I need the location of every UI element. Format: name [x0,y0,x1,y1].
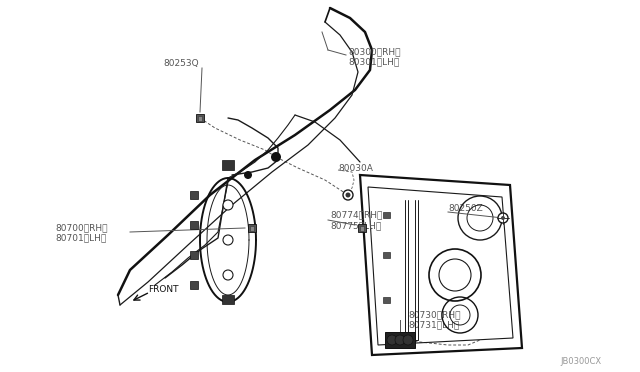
Text: 80030A: 80030A [338,164,373,173]
Text: 80731〈LH〉: 80731〈LH〉 [408,321,460,330]
Bar [385,332,415,348]
Text: 80774〈RH〉: 80774〈RH〉 [330,211,382,219]
Circle shape [223,235,233,245]
Text: 80701〈LH〉: 80701〈LH〉 [55,234,106,243]
Circle shape [223,200,233,210]
Bar [222,160,234,170]
Bar [190,191,198,199]
Polygon shape [358,224,366,232]
Circle shape [271,152,281,162]
Text: 80730〈RH〉: 80730〈RH〉 [408,311,461,320]
Polygon shape [248,224,256,232]
Text: 80300〈RH〉: 80300〈RH〉 [348,48,401,57]
Text: 80253Q: 80253Q [163,58,198,67]
Circle shape [343,190,353,200]
Bar [198,116,202,121]
Bar [383,212,390,218]
Text: FRONT: FRONT [148,285,179,295]
Circle shape [395,335,405,345]
Circle shape [403,335,413,345]
Circle shape [244,171,252,179]
Bar [383,252,390,258]
Circle shape [346,192,351,198]
Bar [190,221,198,229]
Text: 80700〈RH〉: 80700〈RH〉 [55,224,108,232]
Text: 80775〈LH〉: 80775〈LH〉 [330,221,381,231]
Polygon shape [196,114,204,122]
Circle shape [387,335,397,345]
Circle shape [498,213,508,223]
Bar [360,226,364,231]
Circle shape [501,216,505,220]
Bar [222,295,234,304]
Circle shape [223,270,233,280]
Bar [383,297,390,303]
Bar [250,226,254,231]
Bar [190,251,198,259]
Text: JB0300CX: JB0300CX [560,357,601,366]
Bar [190,281,198,289]
Text: 80250Z: 80250Z [448,203,483,212]
Text: 80301〈LH〉: 80301〈LH〉 [348,58,399,67]
